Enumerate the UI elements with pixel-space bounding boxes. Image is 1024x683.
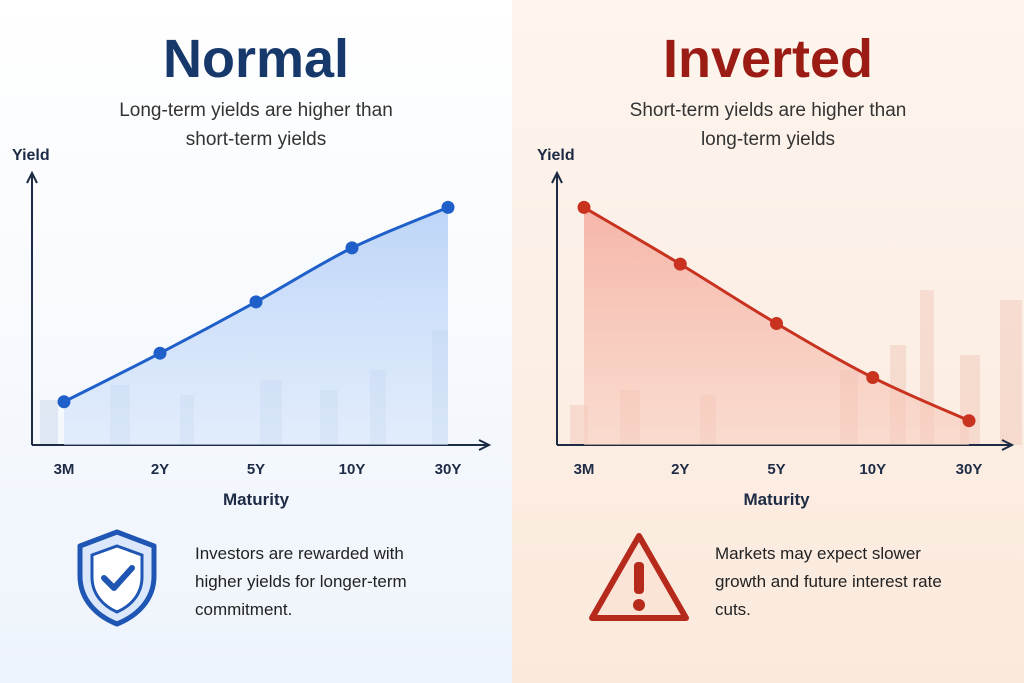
data-point (866, 371, 880, 384)
y-axis-arrow (26, 170, 38, 184)
panel-subtitle: Long-term yields are higher than short-t… (119, 100, 393, 150)
data-point (345, 241, 359, 255)
data-point (153, 346, 167, 360)
y-axis-label: Yield (537, 147, 575, 164)
panel-title: Inverted (662, 29, 874, 89)
area (64, 207, 448, 445)
y-axis-label: Yield (12, 147, 50, 164)
x-tick-label: 2Y (671, 461, 689, 478)
x-axis-arrow (478, 439, 492, 451)
x-tick-label: 3M (54, 461, 75, 478)
warning-icon (589, 533, 689, 621)
x-axis-label: Maturity (223, 490, 290, 509)
x-tick-label: 3M (574, 461, 595, 478)
data-point (577, 200, 591, 214)
data-point (962, 414, 976, 428)
x-tick-label: 30Y (435, 461, 462, 478)
data-point (57, 395, 71, 409)
x-tick-label: 10Y (859, 461, 886, 478)
panel-note: Investors are rewarded with higher yield… (195, 544, 407, 619)
x-tick-label: 5Y (247, 461, 265, 478)
x-axis-label: Maturity (743, 490, 810, 509)
x-tick-label: 2Y (151, 461, 169, 478)
data-point (441, 200, 455, 214)
data-point (249, 295, 263, 309)
x-axis-arrow (1001, 439, 1015, 451)
x-tick-label: 5Y (767, 461, 785, 478)
data-point (673, 257, 687, 271)
x-tick-label: 10Y (339, 461, 366, 478)
panel-note: Markets may expect slower growth and fut… (715, 544, 942, 619)
x-tick-label: 30Y (956, 461, 983, 478)
data-point (770, 317, 783, 330)
shield-icon (77, 529, 157, 627)
panel-subtitle: Short-term yields are higher than long-t… (629, 100, 907, 150)
panel-title: Normal (162, 29, 350, 89)
y-axis-arrow (551, 170, 563, 184)
